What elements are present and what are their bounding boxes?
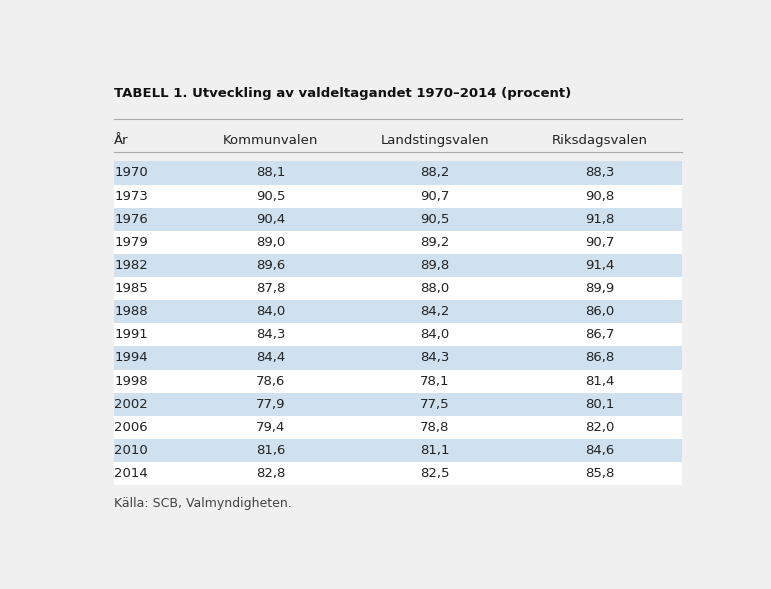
Bar	[114, 208, 682, 231]
Text: 84,0: 84,0	[256, 305, 285, 318]
Text: 77,5: 77,5	[420, 398, 449, 411]
Text: 88,0: 88,0	[420, 282, 449, 295]
Text: 89,8: 89,8	[420, 259, 449, 272]
Text: 89,9: 89,9	[585, 282, 614, 295]
Bar	[114, 346, 682, 369]
Text: 84,4: 84,4	[256, 352, 285, 365]
Text: 90,5: 90,5	[420, 213, 449, 226]
Bar	[114, 393, 682, 416]
Text: År: År	[114, 134, 129, 147]
Text: 1973: 1973	[114, 190, 148, 203]
Text: 77,9: 77,9	[256, 398, 285, 411]
Text: 84,3: 84,3	[256, 328, 285, 342]
Text: 84,3: 84,3	[420, 352, 449, 365]
Text: 2002: 2002	[114, 398, 148, 411]
Text: 86,0: 86,0	[585, 305, 614, 318]
Text: 1988: 1988	[114, 305, 148, 318]
Text: 1982: 1982	[114, 259, 148, 272]
Text: 78,8: 78,8	[420, 421, 449, 434]
Text: 91,8: 91,8	[585, 213, 614, 226]
Text: 90,8: 90,8	[585, 190, 614, 203]
Text: 81,4: 81,4	[585, 375, 614, 388]
Text: 84,2: 84,2	[420, 305, 449, 318]
Text: 2014: 2014	[114, 467, 148, 480]
Text: 91,4: 91,4	[585, 259, 614, 272]
Text: 82,0: 82,0	[585, 421, 614, 434]
Text: 1970: 1970	[114, 167, 148, 180]
Bar	[114, 254, 682, 277]
Bar	[114, 231, 682, 254]
Text: 90,7: 90,7	[420, 190, 449, 203]
Bar	[114, 184, 682, 208]
Bar	[114, 277, 682, 300]
Text: 84,0: 84,0	[420, 328, 449, 342]
Text: 90,7: 90,7	[585, 236, 614, 249]
Bar	[114, 323, 682, 346]
Text: 1998: 1998	[114, 375, 148, 388]
Text: 1994: 1994	[114, 352, 148, 365]
Bar	[114, 462, 682, 485]
Text: 80,1: 80,1	[585, 398, 614, 411]
Text: 82,5: 82,5	[420, 467, 449, 480]
Text: Källa: SCB, Valmyndigheten.: Källa: SCB, Valmyndigheten.	[114, 497, 292, 509]
Text: 88,1: 88,1	[256, 167, 285, 180]
Text: 89,0: 89,0	[256, 236, 285, 249]
Text: 86,7: 86,7	[585, 328, 614, 342]
Text: 86,8: 86,8	[585, 352, 614, 365]
Text: 89,2: 89,2	[420, 236, 449, 249]
Text: 78,1: 78,1	[420, 375, 449, 388]
Text: 1976: 1976	[114, 213, 148, 226]
Text: 82,8: 82,8	[256, 467, 285, 480]
Text: TABELL 1. Utveckling av valdeltagandet 1970–2014 (procent): TABELL 1. Utveckling av valdeltagandet 1…	[114, 87, 571, 100]
Bar	[114, 369, 682, 393]
Text: 90,5: 90,5	[256, 190, 285, 203]
Text: 79,4: 79,4	[256, 421, 285, 434]
Text: 88,3: 88,3	[585, 167, 614, 180]
Bar	[114, 161, 682, 184]
Text: 2010: 2010	[114, 444, 148, 457]
Bar	[114, 300, 682, 323]
Text: Kommunvalen: Kommunvalen	[223, 134, 318, 147]
Text: 81,6: 81,6	[256, 444, 285, 457]
Text: 81,1: 81,1	[420, 444, 449, 457]
Text: 1979: 1979	[114, 236, 148, 249]
Text: 89,6: 89,6	[256, 259, 285, 272]
Text: 84,6: 84,6	[585, 444, 614, 457]
Bar	[114, 416, 682, 439]
Text: 78,6: 78,6	[256, 375, 285, 388]
Text: Landstingsvalen: Landstingsvalen	[381, 134, 490, 147]
Text: 85,8: 85,8	[585, 467, 614, 480]
Text: 87,8: 87,8	[256, 282, 285, 295]
Text: 90,4: 90,4	[256, 213, 285, 226]
Text: 88,2: 88,2	[420, 167, 449, 180]
Text: 1991: 1991	[114, 328, 148, 342]
Text: 2006: 2006	[114, 421, 148, 434]
Text: 1985: 1985	[114, 282, 148, 295]
Text: Riksdagsvalen: Riksdagsvalen	[551, 134, 648, 147]
Bar	[114, 439, 682, 462]
